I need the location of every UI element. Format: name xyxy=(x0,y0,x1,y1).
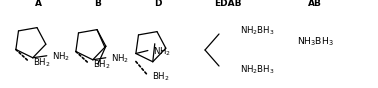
Text: B: B xyxy=(94,0,101,8)
Text: EDAB: EDAB xyxy=(214,0,242,8)
Text: BH$_2$: BH$_2$ xyxy=(152,70,170,83)
Text: NH$_2$: NH$_2$ xyxy=(111,53,129,65)
Text: NH$_2$: NH$_2$ xyxy=(52,51,70,63)
Text: BH$_2$: BH$_2$ xyxy=(33,56,51,69)
Text: NH$_3$BH$_3$: NH$_3$BH$_3$ xyxy=(296,36,333,48)
Text: NH$_2$: NH$_2$ xyxy=(153,45,171,58)
Text: A: A xyxy=(34,0,42,8)
Text: AB: AB xyxy=(308,0,322,8)
Text: NH$_2$BH$_3$: NH$_2$BH$_3$ xyxy=(240,25,274,37)
Text: D: D xyxy=(154,0,162,8)
Text: BH$_2$: BH$_2$ xyxy=(93,58,111,71)
Text: NH$_2$BH$_3$: NH$_2$BH$_3$ xyxy=(240,64,274,76)
